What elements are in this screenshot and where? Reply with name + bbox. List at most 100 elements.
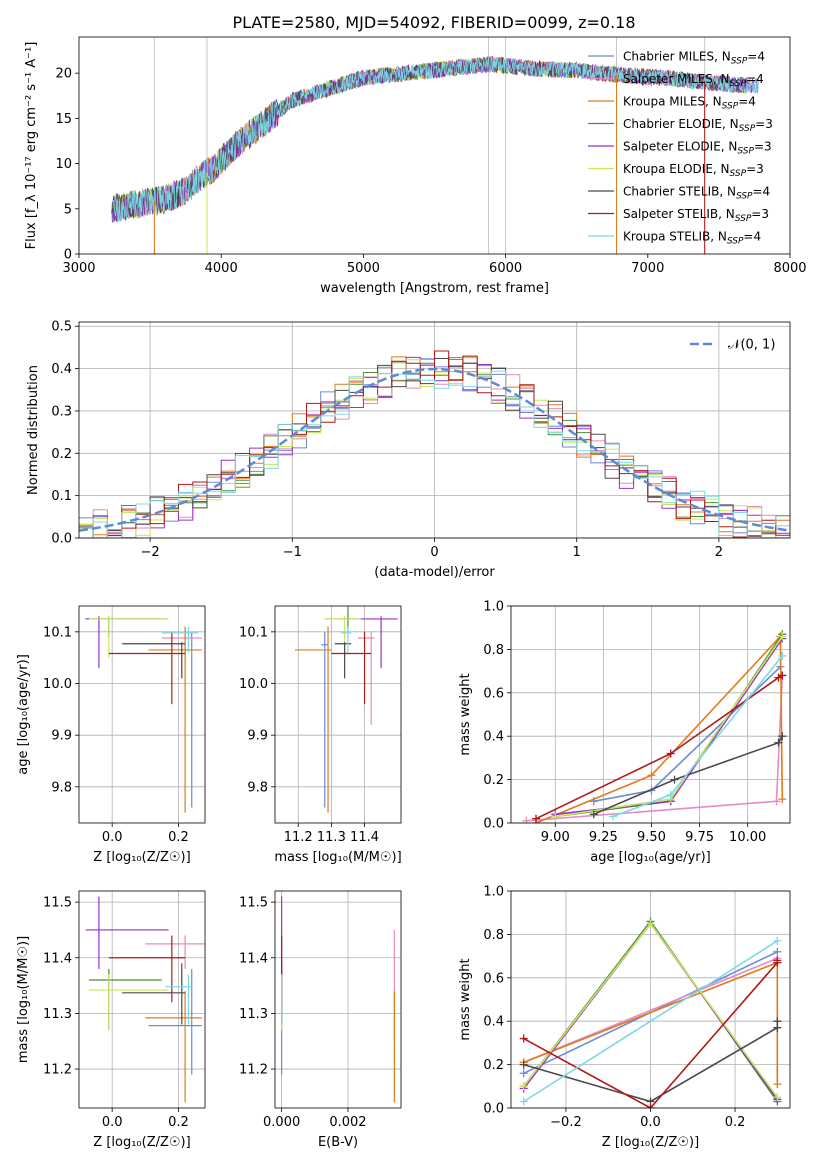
x-tick-label: 4000 <box>205 261 238 276</box>
spectrum-legend: Chabrier MILES, NSSP=4 Salpeter MILES, NS… <box>588 50 773 247</box>
y-axis-label: age [log₁₀(age/yr)] <box>16 654 31 775</box>
x-tick-label: 5000 <box>347 261 380 276</box>
y-tick-label: 11.2 <box>43 1063 72 1078</box>
x-tick-label: 11.3 <box>317 830 346 845</box>
legend-count: =3 <box>746 162 764 176</box>
weight-marker <box>647 771 656 780</box>
y-tick-label: 9.8 <box>51 780 72 795</box>
y-tick-label: 11.3 <box>43 1007 72 1022</box>
spectrum-series-chabrier-stelib <box>111 56 748 222</box>
figure-title: PLATE=2580, MJD=54092, FIBERID=0099, z=0… <box>232 13 635 32</box>
legend-label: Kroupa MILES, NSSP=4 <box>623 95 756 112</box>
weight-marker <box>772 797 781 806</box>
x-tick-label: −1 <box>283 545 302 560</box>
legend-subscript: SSP <box>722 102 739 112</box>
legend-label: Chabrier MILES, NSSP=4 <box>623 50 765 67</box>
y-axis-label: Normed distribution <box>26 365 41 495</box>
x-tick-label: 0.000 <box>263 1115 300 1130</box>
weight-marker <box>778 795 787 804</box>
weight-marker <box>532 814 541 823</box>
y-tick-label: 9.9 <box>247 729 268 744</box>
weight-line-chabrier-miles <box>593 666 781 803</box>
legend-subscript: SSP <box>736 192 753 202</box>
y-tick-label: 15 <box>55 112 72 127</box>
plot-area <box>111 37 760 254</box>
y-tick-label: 11.3 <box>239 1007 268 1022</box>
weight-marker <box>778 651 787 660</box>
axes-spectrum: 3000 4000 5000 6000 7000 8000 0 5 10 15 20 waveleng… <box>24 36 807 296</box>
weight-marker <box>608 812 617 821</box>
y-tick-label: 0.4 <box>51 362 72 377</box>
axes-mass-vs-EBV: 0.000 0.002 11.2 11.3 11.4 11.5 E(B-V) <box>239 890 402 1150</box>
x-axis-label: (data-model)/error <box>374 565 495 580</box>
weight-marker <box>522 816 531 823</box>
x-tick-label: 9.75 <box>685 830 714 845</box>
y-tick-label: 0.3 <box>51 404 72 419</box>
legend-label: Chabrier STELIB, NSSP=4 <box>623 185 770 202</box>
legend-label: Salpeter STELIB, NSSP=3 <box>623 207 769 224</box>
legend-count: =3 <box>751 207 769 221</box>
weight-marker <box>670 775 679 784</box>
legend-subscript: SSP <box>730 79 747 89</box>
y-tick-label: 11.4 <box>239 951 268 966</box>
y-tick-label: 10.1 <box>239 625 268 640</box>
plot-area <box>522 630 787 823</box>
axes-frame <box>78 890 206 1109</box>
axes-frame <box>510 605 791 824</box>
x-tick-label: 11.4 <box>350 830 379 845</box>
axes-age-vs-mass: 11.2 11.3 11.4 9.8 9.9 10.0 10.1 mass [log₁₀(M/… <box>239 605 402 865</box>
y-tick-label: 0.0 <box>51 532 72 547</box>
weight-marker <box>519 1097 528 1106</box>
y-tick-label: 11.5 <box>239 896 268 911</box>
y-tick-label: 1.0 <box>483 600 504 615</box>
weight-line-salpeter-elodie <box>555 638 783 816</box>
plot-area <box>85 896 205 1103</box>
legend-count: =4 <box>753 185 771 199</box>
x-tick-label: 2 <box>715 545 723 560</box>
legend-count: =3 <box>754 140 772 154</box>
y-tick-label: 11.4 <box>43 951 72 966</box>
weight-marker <box>519 1034 528 1043</box>
plot-area <box>79 350 790 538</box>
legend-label: Kroupa STELIB, NSSP=4 <box>623 230 761 247</box>
y-tick-label: 10.0 <box>239 677 268 692</box>
weight-marker <box>773 936 782 945</box>
y-axis-label: mass [log₁₀(M/M☉)] <box>16 936 31 1063</box>
x-tick-label: 7000 <box>631 261 664 276</box>
axes-frame <box>510 890 791 1109</box>
axes-frame <box>78 36 791 255</box>
legend-subscript: SSP <box>735 214 752 224</box>
y-tick-label: 0.2 <box>483 773 504 788</box>
legend-count: =4 <box>747 50 765 64</box>
y-tick-label: 0.2 <box>483 1058 504 1073</box>
x-tick-label: 0.0 <box>102 830 123 845</box>
x-axis-label: mass [log₁₀(M/M☉)] <box>274 850 401 865</box>
weight-marker <box>773 1017 782 1026</box>
axes-residuals: −2 −1 0 1 2 0.0 0.1 0.2 0.3 0.4 0.5 (data-model)/er… <box>26 320 791 580</box>
x-tick-label: −2 <box>141 545 160 560</box>
y-tick-label: 10 <box>55 157 72 172</box>
y-axis-label: Flux [f_λ 10⁻¹⁷ erg cm⁻² s⁻¹ A⁻¹] <box>24 42 39 250</box>
x-tick-label: 10.00 <box>729 830 766 845</box>
x-axis-label: Z [log₁₀(Z/Z☉)] <box>93 850 190 865</box>
weight-marker <box>519 1069 528 1078</box>
spectrum-series-kroupa-stelib <box>113 55 759 222</box>
axes-frame <box>274 605 402 824</box>
x-tick-label: 11.2 <box>284 830 313 845</box>
y-tick-label: 10.0 <box>43 677 72 692</box>
legend-count: =4 <box>746 72 764 86</box>
x-axis-label: Z [log₁₀(Z/Z☉)] <box>93 1135 190 1150</box>
histogram-salpeter-stelib <box>79 350 790 538</box>
weight-marker <box>773 956 782 965</box>
plot-area <box>519 917 782 1108</box>
weight-marker <box>589 810 598 819</box>
weight-line-kroupa-elodie <box>555 635 783 818</box>
legend-count: =4 <box>743 230 761 244</box>
y-tick-label: 11.2 <box>239 1063 268 1078</box>
x-tick-label: 0.002 <box>329 1115 366 1130</box>
weight-marker <box>519 1082 528 1091</box>
axes-frame <box>78 605 206 824</box>
weight-marker <box>646 919 655 928</box>
x-tick-label: 3000 <box>62 261 95 276</box>
legend-label: Salpeter ELODIE, NSSP=3 <box>623 140 772 157</box>
